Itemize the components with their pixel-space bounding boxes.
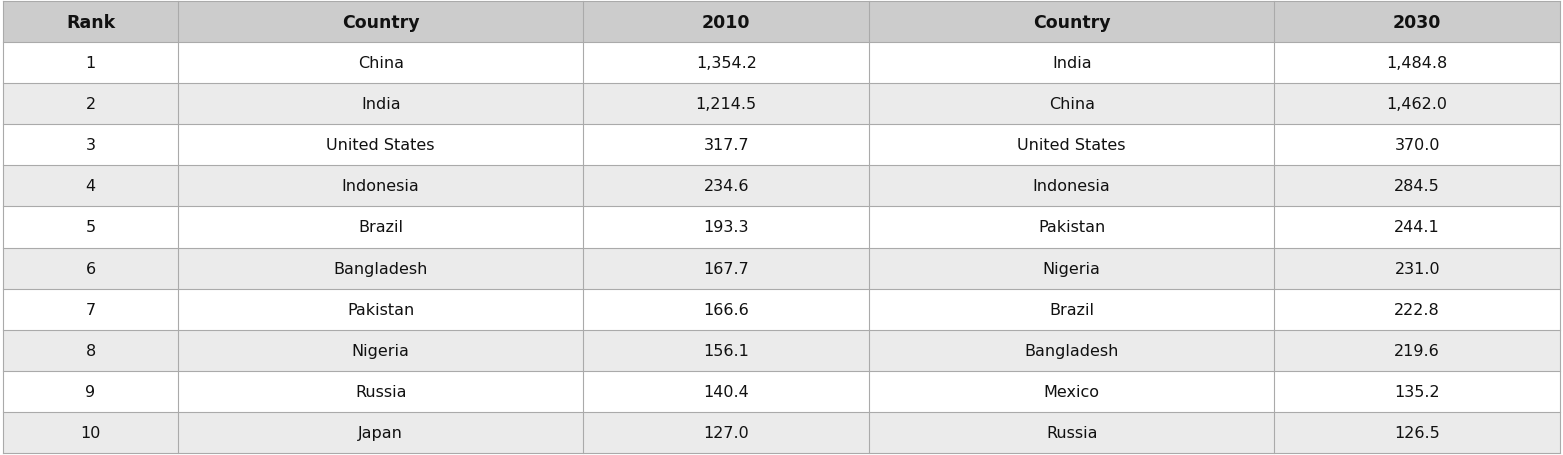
Text: 7: 7 [86, 302, 95, 317]
Text: Nigeria: Nigeria [352, 343, 410, 358]
Text: 317.7: 317.7 [703, 138, 749, 153]
Text: 1,484.8: 1,484.8 [1386, 56, 1447, 71]
Text: 1: 1 [86, 56, 95, 71]
Text: Russia: Russia [355, 384, 406, 399]
Text: United States: United States [327, 138, 435, 153]
Text: 2030: 2030 [1393, 14, 1441, 31]
Text: 231.0: 231.0 [1394, 261, 1440, 276]
Text: 8: 8 [86, 343, 95, 358]
Text: 234.6: 234.6 [703, 179, 749, 194]
Text: Nigeria: Nigeria [1043, 261, 1100, 276]
Text: 166.6: 166.6 [703, 302, 749, 317]
Bar [3, 371, 1560, 412]
Text: 193.3: 193.3 [703, 220, 749, 235]
Text: 10: 10 [80, 425, 100, 440]
Bar [3, 412, 1560, 453]
Text: India: India [361, 97, 400, 112]
Text: 126.5: 126.5 [1394, 425, 1440, 440]
Bar [3, 289, 1560, 330]
Text: Japan: Japan [358, 425, 403, 440]
Bar [3, 43, 1560, 84]
Text: 1,214.5: 1,214.5 [696, 97, 756, 112]
Text: 1,354.2: 1,354.2 [696, 56, 756, 71]
Text: 6: 6 [86, 261, 95, 276]
Text: Country: Country [1033, 14, 1111, 31]
Bar [3, 125, 1560, 166]
Text: 140.4: 140.4 [703, 384, 749, 399]
Text: China: China [1049, 97, 1094, 112]
Bar [3, 166, 1560, 207]
Text: 167.7: 167.7 [703, 261, 749, 276]
Bar [3, 84, 1560, 125]
Text: Bangladesh: Bangladesh [1024, 343, 1119, 358]
Text: 2: 2 [86, 97, 95, 112]
Text: Brazil: Brazil [358, 220, 403, 235]
Text: 284.5: 284.5 [1394, 179, 1440, 194]
Text: Russia: Russia [1046, 425, 1097, 440]
Text: China: China [358, 56, 403, 71]
Text: 2010: 2010 [702, 14, 750, 31]
Text: Mexico: Mexico [1044, 384, 1100, 399]
Text: 222.8: 222.8 [1394, 302, 1440, 317]
Text: 3: 3 [86, 138, 95, 153]
Text: 1,462.0: 1,462.0 [1386, 97, 1447, 112]
Text: Pakistan: Pakistan [1038, 220, 1105, 235]
Text: 219.6: 219.6 [1394, 343, 1440, 358]
Text: 370.0: 370.0 [1394, 138, 1440, 153]
Text: 135.2: 135.2 [1394, 384, 1440, 399]
Text: 4: 4 [86, 179, 95, 194]
Bar [3, 248, 1560, 289]
Text: Bangladesh: Bangladesh [333, 261, 428, 276]
Text: Indonesia: Indonesia [1033, 179, 1111, 194]
Text: Rank: Rank [66, 14, 116, 31]
Text: 5: 5 [86, 220, 95, 235]
Text: 156.1: 156.1 [703, 343, 749, 358]
Text: United States: United States [1018, 138, 1125, 153]
Text: Indonesia: Indonesia [342, 179, 419, 194]
Bar [3, 207, 1560, 248]
Text: 127.0: 127.0 [703, 425, 749, 440]
Text: Country: Country [342, 14, 419, 31]
Text: Brazil: Brazil [1049, 302, 1094, 317]
Text: 244.1: 244.1 [1394, 220, 1440, 235]
Bar [3, 330, 1560, 371]
Text: India: India [1052, 56, 1091, 71]
Bar [3, 2, 1560, 43]
Text: Pakistan: Pakistan [347, 302, 414, 317]
Text: 9: 9 [86, 384, 95, 399]
